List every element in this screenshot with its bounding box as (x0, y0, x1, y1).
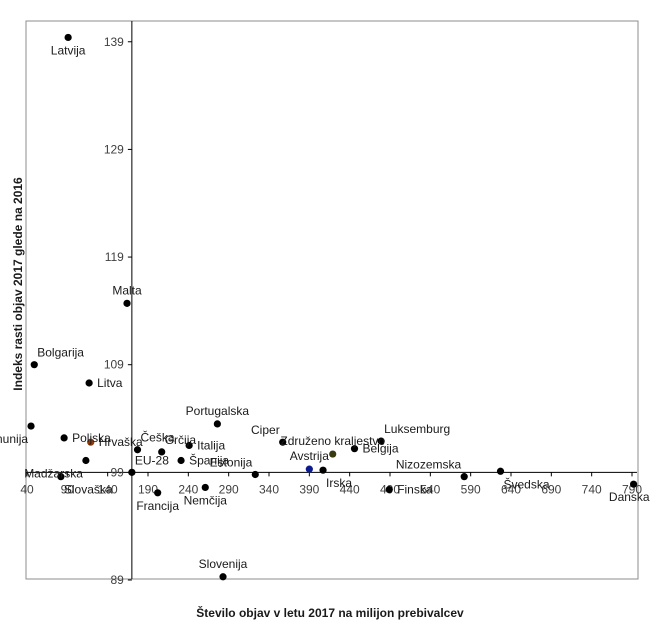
y-tick-label: 139 (104, 35, 124, 49)
x-tick-label: 590 (461, 482, 481, 496)
x-tick-label: 390 (299, 482, 319, 496)
x-tick-label: 90 (61, 482, 75, 496)
point-label: Romunija (0, 432, 28, 446)
data-point (630, 480, 638, 488)
data-point (219, 573, 227, 581)
point-label: Finska (397, 483, 433, 497)
x-tick-label: 340 (259, 482, 279, 496)
point-labels: Latvija Malta Bolgarija Litva Romunija Poljsk… (0, 43, 650, 570)
y-tick-label: 129 (104, 142, 124, 156)
point-label: Portugalska (186, 404, 250, 418)
point-label: Francija (136, 499, 179, 513)
data-point (154, 489, 162, 497)
y-tick-label: 89 (111, 573, 125, 587)
point-label: Belgija (363, 442, 399, 456)
point-label: Avstrija (290, 449, 329, 463)
point-label: Estonija (210, 456, 253, 470)
data-point (64, 33, 72, 42)
point-label: Madžarska (24, 467, 83, 481)
point-label: Združeno kraljestvo (280, 434, 385, 448)
point-label: Hrvaška (99, 435, 143, 449)
x-axis-title: Število objav v letu 2017 na milijon pre… (196, 605, 464, 620)
point-label: Grčija (165, 433, 197, 447)
axes (26, 21, 637, 581)
x-tick-label: 290 (219, 482, 239, 496)
data-point (133, 446, 142, 454)
y-tick-label: 119 (105, 250, 124, 264)
point-label: Slovenija (199, 557, 248, 571)
data-point (158, 448, 166, 456)
data-point (305, 465, 313, 473)
data-point (460, 473, 468, 481)
data-point (185, 441, 193, 450)
data-point (496, 467, 505, 475)
x-tick-label: 40 (20, 482, 34, 496)
data-point (57, 473, 65, 481)
x-tick-label: 190 (138, 482, 158, 496)
point-label: Nizozemska (396, 458, 462, 472)
x-tick-label: 240 (178, 482, 198, 496)
data-point (82, 456, 90, 465)
tick-labels: 4090140190240290340390440490540590640690… (20, 35, 642, 587)
point-label: Italija (197, 438, 225, 452)
data-point (123, 299, 131, 307)
point-label: Češka (141, 430, 175, 445)
data-point (201, 483, 209, 492)
data-point (385, 485, 393, 494)
data-point (279, 438, 287, 446)
point-label: Malta (112, 283, 142, 297)
data-point (128, 468, 136, 476)
data-point (177, 456, 185, 465)
point-label: Litva (97, 376, 123, 390)
y-tick-label: 109 (104, 358, 124, 372)
data-point (60, 434, 68, 442)
data-point (329, 450, 337, 458)
x-tick-label: 690 (541, 482, 561, 496)
y-tick-label: 99 (111, 465, 125, 479)
point-label: Luksemburg (384, 422, 450, 436)
point-label: Slovaška (64, 483, 113, 497)
point-label: Latvija (51, 43, 86, 57)
data-point (87, 438, 95, 446)
point-label: Švedska (504, 476, 550, 491)
data-point (30, 361, 38, 369)
data-point (350, 445, 359, 453)
data-point (251, 470, 259, 479)
point-label: Ciper (251, 423, 280, 437)
data-point (27, 422, 35, 430)
data-point (213, 420, 221, 428)
point-label: Poljska (72, 431, 111, 445)
point-label: Danska (609, 490, 650, 504)
point-label: Bolgarija (37, 346, 84, 360)
x-tick-label: 790 (622, 482, 642, 496)
x-tick-label: 140 (98, 482, 118, 496)
data-point (319, 466, 327, 474)
x-tick-label: 740 (582, 482, 602, 496)
x-tick-label: 540 (420, 482, 440, 496)
y-axis-title: Indeks rasti objav 2017 glede na 2016 (11, 177, 25, 391)
x-tick-label: 440 (340, 482, 360, 496)
point-label: Španija (189, 453, 229, 468)
data-point (85, 379, 93, 387)
data-point (377, 437, 385, 445)
x-tick-label: 640 (501, 482, 521, 496)
data-points (27, 33, 638, 581)
point-label: Irska (326, 476, 352, 490)
point-label: EU-28 (135, 453, 169, 467)
point-label: Nemčija (184, 493, 228, 507)
